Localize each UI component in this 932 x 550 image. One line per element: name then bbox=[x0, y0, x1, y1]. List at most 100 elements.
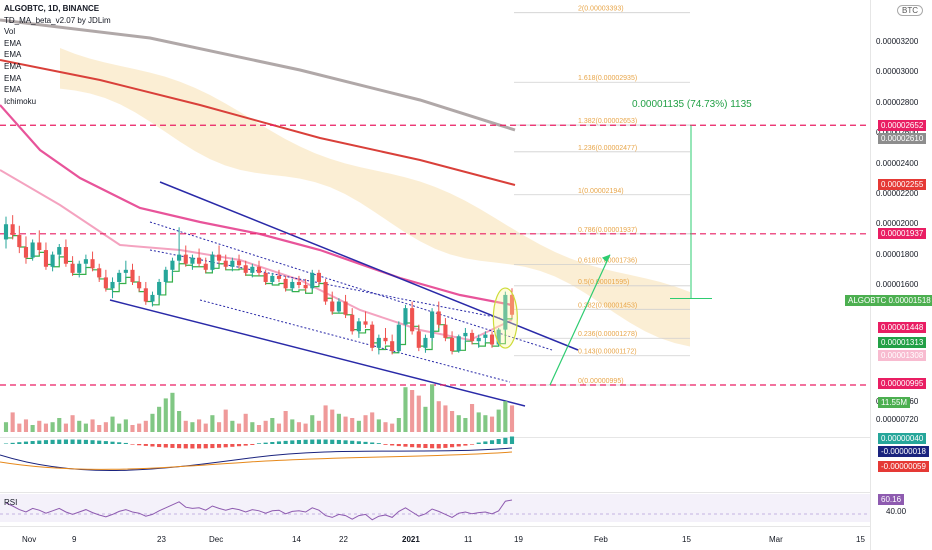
macd-bar bbox=[383, 444, 388, 445]
macd-bar bbox=[97, 440, 102, 444]
volume-bar bbox=[183, 420, 188, 432]
volume-bar bbox=[436, 401, 441, 432]
macd-bar bbox=[77, 439, 82, 444]
volume-bar bbox=[17, 423, 22, 432]
candle-body bbox=[117, 272, 122, 282]
fib-level-label: 1.382(0.00002653) bbox=[578, 118, 637, 125]
macd-bar bbox=[476, 442, 481, 444]
macd-bar bbox=[496, 439, 501, 444]
panel-divider bbox=[0, 437, 870, 438]
macd-bar bbox=[376, 443, 381, 444]
channel-dotted bbox=[199, 299, 511, 383]
candle-body bbox=[296, 281, 302, 285]
macd-bar bbox=[117, 442, 122, 444]
price-axis-tag: 0.00002610 bbox=[878, 133, 927, 144]
volume-bar bbox=[336, 413, 341, 432]
volume-bar bbox=[509, 405, 515, 432]
fib-level-label: 0.382(0.00001453) bbox=[578, 302, 637, 309]
legend-indicator: EMA bbox=[4, 73, 22, 83]
volume-bar bbox=[463, 418, 468, 432]
candle-body bbox=[283, 278, 288, 289]
macd-bar bbox=[430, 444, 435, 449]
volume-bar bbox=[330, 409, 335, 432]
candle-body bbox=[37, 242, 42, 251]
volume-bar bbox=[90, 419, 95, 432]
legend-indicator: Ichimoku bbox=[4, 96, 37, 106]
time-axis-tick: 22 bbox=[339, 535, 348, 544]
macd-bar bbox=[356, 441, 361, 444]
candle-body bbox=[489, 334, 495, 345]
volume-bar bbox=[296, 422, 302, 432]
macd-bar bbox=[390, 444, 395, 446]
candle-body bbox=[463, 332, 468, 337]
macd-bar bbox=[190, 444, 195, 449]
price-axis-tag: 60.16 bbox=[878, 494, 905, 505]
volume-bar bbox=[376, 419, 381, 432]
time-axis-tick: 19 bbox=[514, 535, 523, 544]
macd-bar bbox=[456, 444, 461, 447]
time-axis-tick: Nov bbox=[22, 535, 37, 544]
macd-bar bbox=[290, 440, 295, 444]
volume-bar bbox=[423, 406, 428, 432]
macd-bar bbox=[489, 440, 495, 444]
price-axis-border bbox=[870, 0, 871, 550]
macd-bar bbox=[210, 444, 215, 449]
candle-body bbox=[410, 308, 415, 332]
volume-bar bbox=[489, 416, 495, 432]
volume-bar bbox=[270, 418, 275, 432]
projection-arrow bbox=[549, 254, 611, 386]
legend-indicator: EMA bbox=[4, 61, 22, 71]
price-axis-tick: 0.00002800 bbox=[876, 97, 919, 107]
macd-bar bbox=[197, 444, 202, 449]
volume-bar bbox=[177, 411, 182, 432]
volume-bar bbox=[23, 419, 29, 432]
candle-body bbox=[3, 224, 9, 240]
price-axis-tick: 0.00001600 bbox=[876, 280, 919, 289]
macd-bar bbox=[110, 441, 115, 444]
volume-bar bbox=[343, 416, 348, 432]
candle-body bbox=[436, 311, 441, 325]
candle-body bbox=[263, 272, 268, 282]
price-axis-tick: 0.00001800 bbox=[876, 249, 919, 259]
macd-line bbox=[0, 447, 513, 471]
candle-body bbox=[183, 254, 188, 264]
candle-body bbox=[57, 247, 62, 255]
volume-bar bbox=[370, 412, 375, 432]
candle-body bbox=[383, 337, 388, 342]
macd-bar bbox=[177, 444, 182, 449]
volume-bar bbox=[476, 412, 481, 432]
macd-bar bbox=[403, 444, 408, 447]
macd-bar bbox=[30, 441, 35, 444]
fib-level-label: 0.236(0.00001278) bbox=[578, 331, 637, 338]
volume-bar bbox=[443, 405, 448, 432]
chart-legend: ALGOBTC, 1D, BINANCE TD_MA_beta_v2.07 by… bbox=[4, 3, 111, 107]
price-axis-tag: 0.00001308 bbox=[878, 350, 927, 361]
time-axis-tick: Feb bbox=[594, 535, 608, 544]
volume-bar bbox=[117, 423, 122, 432]
price-axis-tag: 0.00000040 bbox=[878, 433, 927, 444]
price-axis-tag: ALGOBTC 0.00001518 bbox=[845, 295, 932, 306]
measure-label: 0.00001135 (74.73%) 1135 bbox=[632, 99, 752, 110]
volume-bar bbox=[256, 425, 262, 432]
candle-body bbox=[396, 324, 401, 352]
price-axis-tick: 0.00000720 bbox=[876, 415, 919, 424]
volume-bar bbox=[403, 387, 408, 432]
macd-bar bbox=[43, 440, 49, 444]
volume-bar bbox=[83, 423, 88, 432]
legend-indicator: EMA bbox=[4, 50, 22, 60]
macd-bar bbox=[17, 442, 22, 444]
volume-bar bbox=[203, 423, 208, 432]
macd-bar bbox=[509, 436, 515, 444]
volume-bar bbox=[496, 409, 501, 432]
legend-indicator: EMA bbox=[4, 38, 22, 48]
macd-bar bbox=[10, 442, 15, 444]
candle-body bbox=[43, 250, 49, 267]
candle-body bbox=[103, 277, 108, 289]
candle-body bbox=[210, 254, 215, 270]
candle-body bbox=[77, 263, 82, 273]
fib-level-label: 1(0.00002194) bbox=[578, 188, 624, 195]
currency-badge[interactable]: BTC bbox=[897, 5, 923, 16]
price-axis-tag: 0.00000995 bbox=[878, 378, 927, 389]
volume-bar bbox=[243, 413, 248, 432]
